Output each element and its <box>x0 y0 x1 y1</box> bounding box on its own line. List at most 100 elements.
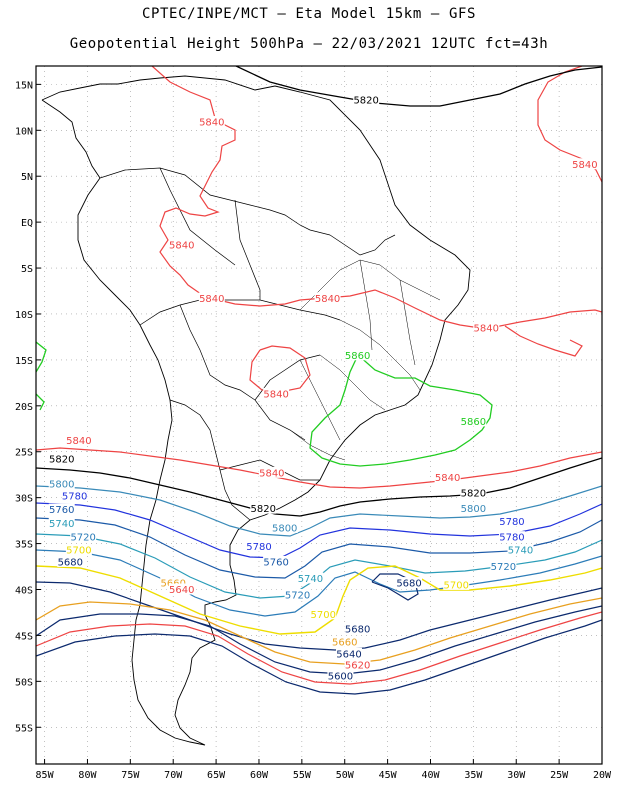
contour-label-bg <box>198 116 225 128</box>
contour-label: 5640 <box>336 649 361 660</box>
contour-5860 <box>309 354 493 467</box>
lon-tick-label: 65W <box>207 770 226 781</box>
contour-label: 5720 <box>285 591 310 602</box>
contour-label-bg <box>498 515 525 527</box>
contour-label: 5680 <box>345 624 370 635</box>
contour-label: 5600 <box>328 671 353 682</box>
contour-label-bg <box>460 502 487 514</box>
contour-label: 5840 <box>259 468 284 479</box>
lat-tick-label: 25S <box>15 448 33 459</box>
contour-5680 <box>36 581 602 651</box>
contour-5640 <box>36 605 602 675</box>
contour-label-bg <box>310 608 337 620</box>
lat-tick-label: 5N <box>21 172 33 183</box>
contour-5600 <box>36 619 602 695</box>
contour-label: 5640 <box>169 585 194 596</box>
contour-label: 5700 <box>66 546 91 557</box>
grid-layer <box>36 66 603 764</box>
contour-label: 5620 <box>345 660 370 671</box>
contour-label-bg <box>344 349 371 361</box>
lon-tick-label: 50W <box>336 770 355 781</box>
contour-label: 5820 <box>49 455 74 466</box>
lon-tick-label: 80W <box>78 770 97 781</box>
contour-label: 5840 <box>263 389 288 400</box>
contour-label-bg <box>344 622 371 634</box>
contour-label: 5740 <box>298 574 323 585</box>
contour-label: 5840 <box>199 294 224 305</box>
contour-5660 <box>36 597 602 665</box>
state-borders <box>289 259 441 461</box>
contour-label-bg <box>327 669 354 681</box>
contour-label: 5840 <box>169 241 194 252</box>
contour-5680-low <box>371 573 419 601</box>
contour-label-bg <box>507 544 534 556</box>
contour-5840-south <box>36 447 602 489</box>
lat-tick-label: 55S <box>15 723 33 734</box>
contour-5700 <box>36 565 602 635</box>
contour-label-bg <box>271 521 298 533</box>
contour-label-bg <box>160 577 187 589</box>
contour-label-bg <box>245 540 272 552</box>
contour-label-bg <box>48 517 75 529</box>
lon-tick-label: 75W <box>121 770 140 781</box>
contour-5840-center <box>249 345 311 393</box>
contour-label: 5840 <box>572 160 597 171</box>
contour-label: 5680 <box>58 557 83 568</box>
contour-label: 5840 <box>315 294 340 305</box>
contour-5860-west <box>36 341 47 411</box>
contour-label: 5820 <box>353 95 378 106</box>
contour-label: 5680 <box>396 579 421 590</box>
contour-label: 5700 <box>311 610 336 621</box>
contour-label-bg <box>65 434 92 446</box>
contour-label-bg <box>498 531 525 543</box>
lon-tick-label: 35W <box>464 770 483 781</box>
contour-label: 5840 <box>199 118 224 129</box>
contour-label-bg <box>460 415 487 427</box>
lat-tick-label: 15S <box>15 356 33 367</box>
contour-label-bg <box>571 158 598 170</box>
contour-label-bg <box>48 477 75 489</box>
contour-label: 5760 <box>49 505 74 516</box>
contour-5820-south <box>36 457 602 517</box>
contour-label: 5820 <box>251 504 276 515</box>
contour-label: 5740 <box>49 519 74 530</box>
contour-label-bg <box>314 292 341 304</box>
lon-tick-label: 40W <box>421 770 440 781</box>
lat-tick-label: 30S <box>15 494 33 505</box>
contour-label-bg <box>168 583 195 595</box>
contour-label-bg <box>490 560 517 572</box>
lon-tick-label: 60W <box>250 770 269 781</box>
contour-5840-north <box>151 66 602 329</box>
contour-label: 5660 <box>332 637 357 648</box>
contour-label-bg <box>331 635 358 647</box>
contour-label: 5840 <box>435 473 460 484</box>
chart-title-line-1: CPTEC/INPE/MCT – Eta Model 15km – GFS <box>141 6 477 22</box>
contour-label-bg <box>48 503 75 515</box>
contour-label: 5780 <box>499 517 524 528</box>
contour-label-bg <box>344 658 371 670</box>
continent-outline <box>41 75 471 746</box>
contour-label: 5760 <box>263 557 288 568</box>
contour-label: 5720 <box>70 533 95 544</box>
lat-tick-label: 50S <box>15 677 33 688</box>
lon-tick-label: 30W <box>507 770 526 781</box>
lon-tick-label: 85W <box>36 770 55 781</box>
lon-tick-label: 55W <box>293 770 312 781</box>
lat-tick-label: 40S <box>15 586 33 597</box>
contour-label-bg <box>263 555 290 567</box>
lat-tick-label: 5S <box>21 264 33 275</box>
contour-label: 5800 <box>461 504 486 515</box>
contour-label-bg <box>250 502 277 514</box>
contour-label-bg <box>61 489 88 501</box>
contour-label: 5840 <box>66 436 91 447</box>
lat-tick-label: 45S <box>15 631 33 642</box>
lat-tick-label: 15N <box>15 80 33 91</box>
contour-label: 5740 <box>508 546 533 557</box>
contour-label: 5840 <box>474 323 499 334</box>
lon-tick-label: 70W <box>164 770 183 781</box>
lon-tick-label: 45W <box>379 770 398 781</box>
contour-label-bg <box>284 589 311 601</box>
contour-5800 <box>36 485 602 537</box>
